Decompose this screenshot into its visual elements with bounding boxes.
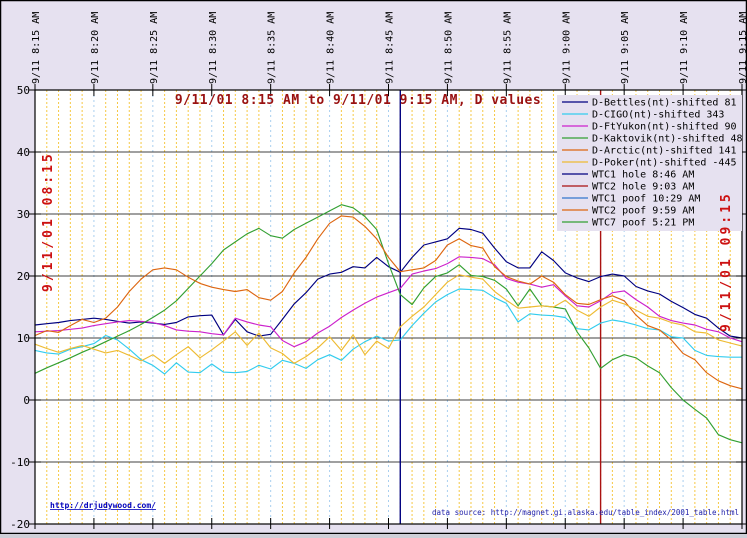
legend-label: D-Poker(nt)-shifted -445 <box>592 158 737 169</box>
y-tick-label: -20 <box>10 518 30 531</box>
series-line-d-ftyukon-nt-shifted-90 <box>34 256 743 348</box>
series-line-d-poker-nt-shifted-445 <box>34 274 743 364</box>
series-line-d-arctic-nt-shifted-141 <box>34 215 743 390</box>
drjudywood-link[interactable]: http://drjudywood.com/ <box>50 500 156 510</box>
data-series <box>34 204 743 444</box>
side-label-right: 9/11/01 09:15 <box>719 191 734 332</box>
x-tick-label: 9/11 8:30 AM <box>208 12 219 84</box>
x-tick-label: 9/11 8:35 AM <box>267 12 278 84</box>
series-line-d-bettles-nt-shifted-81 <box>34 227 743 339</box>
legend-label: WTC1 poof 10:29 AM <box>592 194 700 205</box>
legend-label: D-FtYukon(nt)-shifted 90 <box>592 122 737 133</box>
y-tick-label: 50 <box>17 84 30 97</box>
legend-background <box>557 95 742 231</box>
x-tick-label: 9/11 9:00 AM <box>561 12 572 84</box>
legend-label: D-Kaktovik(nt)-shifted 48 <box>592 134 743 145</box>
x-tick-label: 9/11 9:05 AM <box>620 12 631 84</box>
y-axis-labels: 50 40 30 20 10 0 -10 -20 <box>10 84 30 531</box>
series-line-d-cigo-nt-shifted-343 <box>34 288 743 375</box>
side-label-left: 9/11/01 08:15 <box>41 151 56 292</box>
legend-label: D-CIGO(nt)-shifted 343 <box>592 110 724 121</box>
legend-label: D-Arctic(nt)-shifted 141 <box>592 146 737 157</box>
data-source-text: data source: http://magnet.gi.alaska.edu… <box>432 508 739 517</box>
legend: D-Bettles(nt)-shifted 81D-CIGO(nt)-shift… <box>557 95 743 231</box>
y-tick-label: 0 <box>23 394 30 407</box>
x-tick-label: 9/11 8:25 AM <box>149 12 160 84</box>
series-line-d-kaktovik-nt-shifted-48 <box>34 204 743 444</box>
x-tick-label: 9/11 8:20 AM <box>90 12 101 84</box>
x-tick-label: 9/11 8:40 AM <box>326 12 337 84</box>
legend-label: WTC2 hole 9:03 AM <box>592 182 694 193</box>
axis-ticks <box>29 84 747 529</box>
x-tick-label: 9/11 9:15 AM <box>738 12 747 84</box>
chart-title: 9/11/01 8:15 AM to 9/11/01 9:15 AM, D va… <box>175 93 541 108</box>
y-tick-label: 30 <box>17 208 30 221</box>
legend-label: WTC2 poof 9:59 AM <box>592 206 694 217</box>
legend-label: WTC7 poof 5:21 PM <box>592 218 694 229</box>
y-tick-label: 40 <box>17 146 30 159</box>
x-tick-label: 9/11 9:10 AM <box>679 12 690 84</box>
x-axis-labels: 9/11 8:15 AM 9/11 8:20 AM 9/11 8:25 AM 9/11… <box>31 12 747 84</box>
y-tick-label: 20 <box>17 270 30 283</box>
y-tick-label: -10 <box>10 456 30 469</box>
legend-label: D-Bettles(nt)-shifted 81 <box>592 98 737 109</box>
legend-label: WTC1 hole 8:46 AM <box>592 170 694 181</box>
horizontal-gridlines <box>35 151 742 463</box>
y-tick-label: 10 <box>17 332 30 345</box>
x-tick-label: 9/11 8:50 AM <box>443 12 454 84</box>
x-tick-label: 9/11 8:55 AM <box>502 12 513 84</box>
x-tick-label: 9/11 8:15 AM <box>31 12 42 84</box>
x-tick-label: 9/11 8:45 AM <box>385 12 396 84</box>
